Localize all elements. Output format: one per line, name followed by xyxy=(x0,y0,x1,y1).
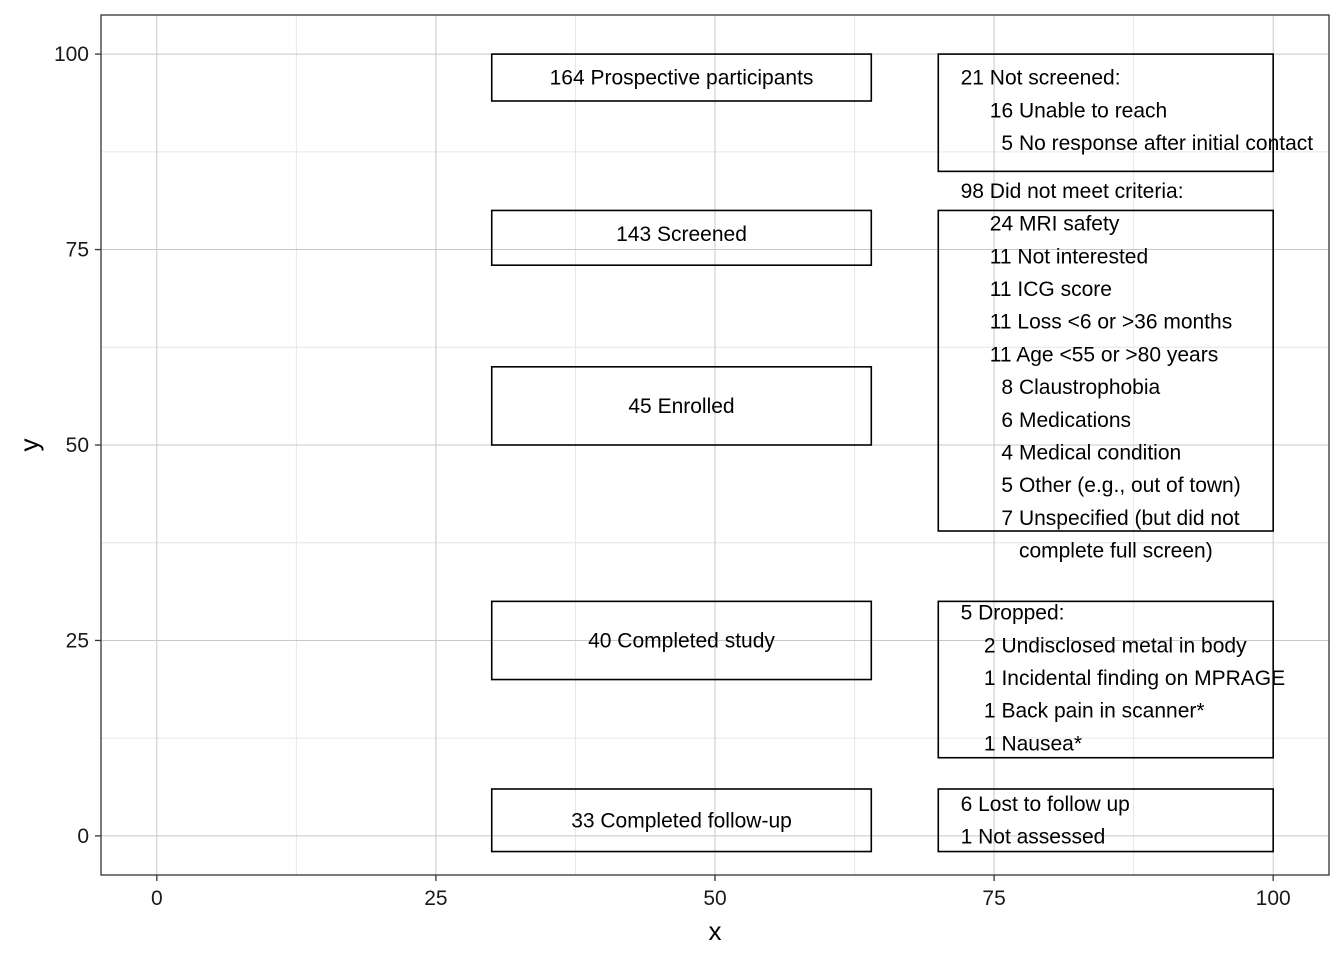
label-screened: 143 Screened xyxy=(616,223,747,246)
flow-boxes: 164 Prospective participants 143 Screened… xyxy=(490,53,1314,853)
label-line: 11 ICG score xyxy=(961,278,1112,301)
label-line: 11 Age <55 or >80 years xyxy=(961,343,1219,366)
label-line: 1 Incidental finding on MPRAGE xyxy=(961,667,1286,690)
label-line: 143 Screened xyxy=(616,223,747,246)
label-line: 7 Unspecified (but did not xyxy=(961,507,1240,530)
label-line: complete full screen) xyxy=(961,540,1213,563)
label-line: 5 No response after initial contact xyxy=(961,132,1314,155)
label-completed: 40 Completed study xyxy=(588,629,775,652)
x-tick-label: 25 xyxy=(424,887,447,910)
label-line: 24 MRI safety xyxy=(961,213,1120,236)
label-criteria: 98 Did not meet criteria: 24 MRI safety … xyxy=(961,180,1241,563)
y-tick-label: 50 xyxy=(66,434,89,457)
label-line: 1 Not assessed xyxy=(961,826,1106,849)
label-line: 16 Unable to reach xyxy=(961,99,1168,122)
y-tick-label: 25 xyxy=(66,629,89,652)
label-line: 11 Not interested xyxy=(961,245,1149,268)
box-not-screened xyxy=(937,53,1274,173)
box-lost xyxy=(937,788,1274,853)
label-line: 2 Undisclosed metal in body xyxy=(961,634,1247,657)
x-tick-label: 75 xyxy=(982,887,1005,910)
y-tick-label: 0 xyxy=(77,825,89,848)
label-line: 8 Claustrophobia xyxy=(961,376,1161,399)
box-completed xyxy=(490,600,873,681)
label-line: 21 Not screened: xyxy=(961,67,1121,90)
label-not-screened: 21 Not screened: 16 Unable to reach 5 No… xyxy=(961,67,1314,155)
label-line: 5 Other (e.g., out of town) xyxy=(961,474,1241,497)
y-tick-label: 75 xyxy=(66,239,89,262)
label-prospective: 164 Prospective participants xyxy=(550,67,814,90)
box-dropped xyxy=(937,600,1274,759)
label-line: 6 Lost to follow up xyxy=(961,793,1130,816)
label-line: 4 Medical condition xyxy=(961,441,1182,464)
box-enrolled xyxy=(490,366,873,446)
label-line: 5 Dropped: xyxy=(961,602,1065,625)
label-line: 1 Back pain in scanner* xyxy=(961,700,1205,723)
box-criteria xyxy=(937,209,1274,532)
axis-ticks: 0 25 50 75 100 0 25 50 75 100 xyxy=(54,43,1291,910)
y-axis-title: y xyxy=(14,439,44,452)
label-line: 98 Did not meet criteria: xyxy=(961,180,1184,203)
box-followup xyxy=(490,788,873,853)
label-line: 6 Medications xyxy=(961,409,1131,432)
x-tick-label: 50 xyxy=(703,887,726,910)
label-followup: 33 Completed follow-up xyxy=(571,809,792,832)
label-dropped: 5 Dropped: 2 Undisclosed metal in body 1… xyxy=(961,602,1286,756)
label-lost: 6 Lost to follow up 1 Not assessed xyxy=(961,793,1130,849)
box-screened xyxy=(490,209,873,266)
label-line: 45 Enrolled xyxy=(628,395,734,418)
label-line: 33 Completed follow-up xyxy=(571,809,792,832)
label-line: 164 Prospective participants xyxy=(550,67,814,90)
label-enrolled: 45 Enrolled xyxy=(628,395,734,418)
x-tick-label: 100 xyxy=(1256,887,1291,910)
box-prospective xyxy=(490,53,873,102)
label-line: 11 Loss <6 or >36 months xyxy=(961,311,1233,334)
x-tick-label: 0 xyxy=(151,887,163,910)
y-tick-label: 100 xyxy=(54,43,89,66)
x-axis-title: x xyxy=(709,916,722,946)
label-line: 1 Nausea* xyxy=(961,732,1082,755)
label-line: 40 Completed study xyxy=(588,629,775,652)
